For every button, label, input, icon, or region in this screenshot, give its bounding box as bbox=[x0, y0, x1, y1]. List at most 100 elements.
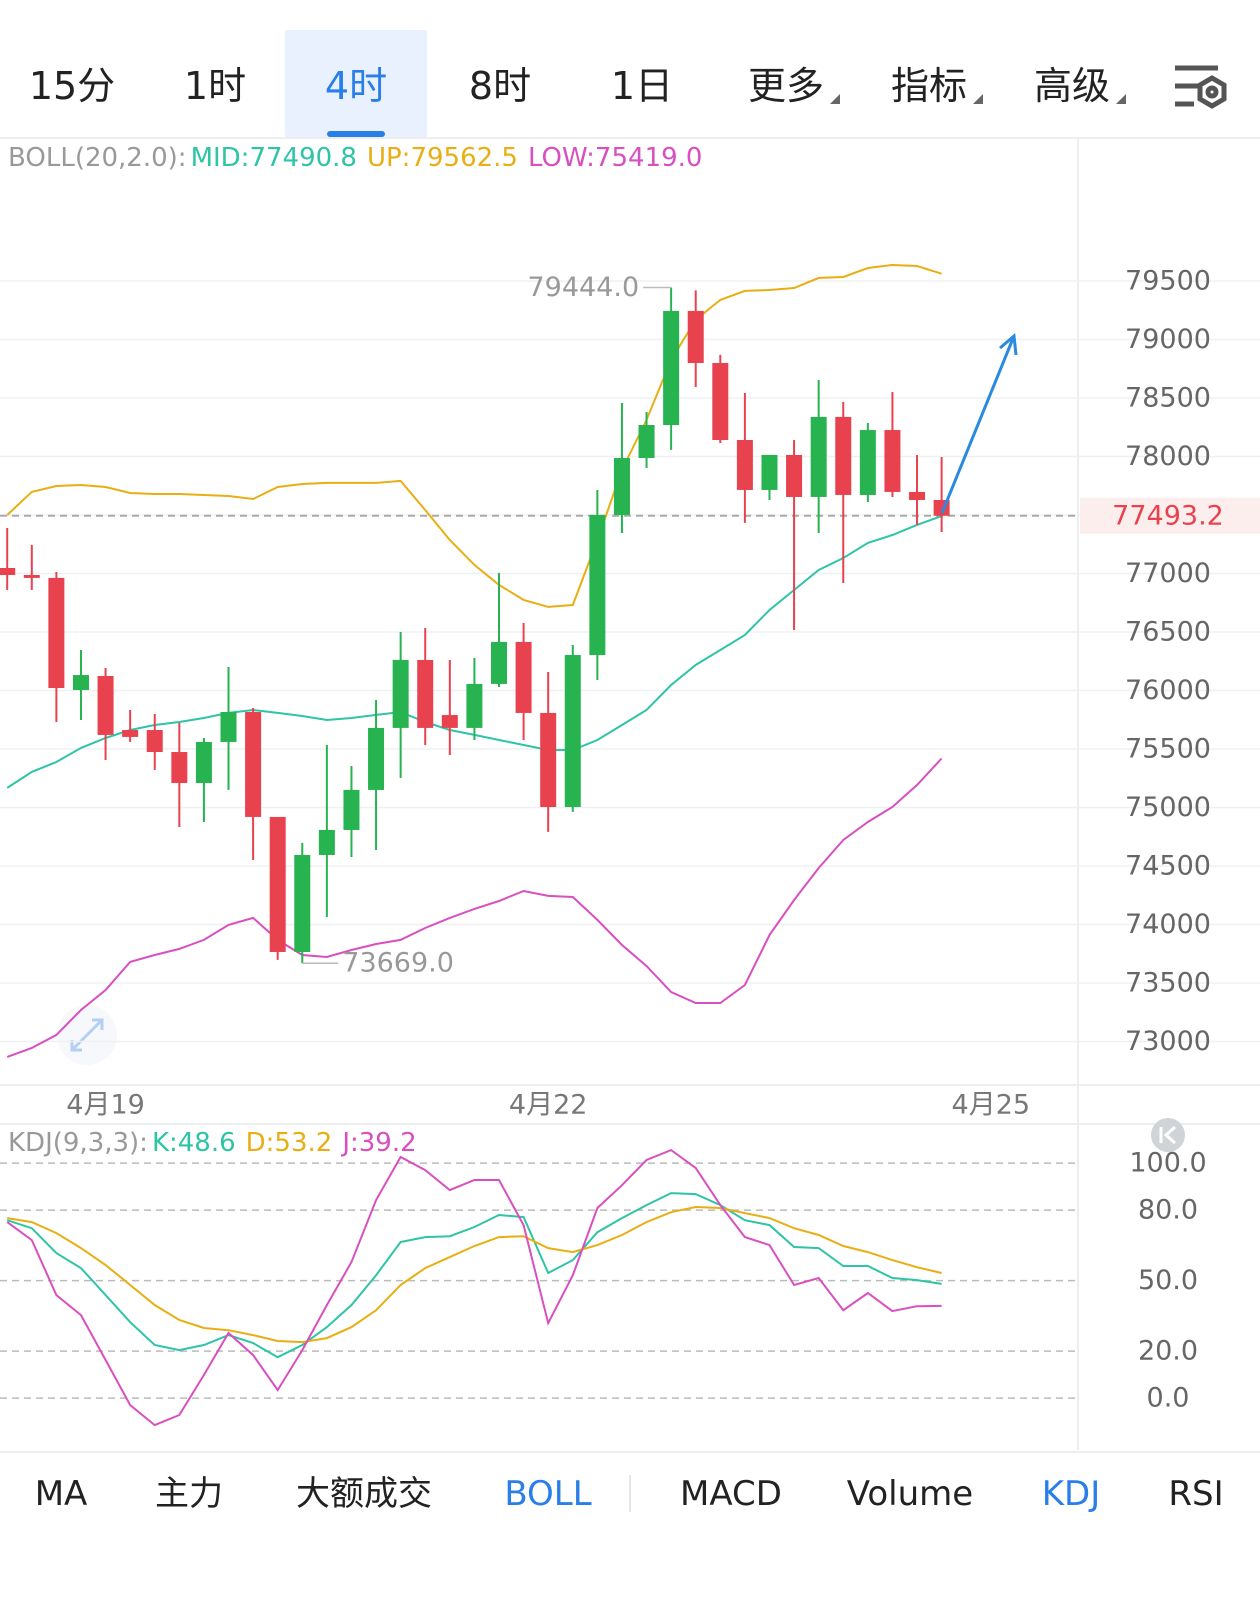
expand-icon[interactable] bbox=[57, 1005, 117, 1065]
candle-body bbox=[810, 416, 827, 497]
indicator-bar: MA 主力 大额成交 BOLL MACD Volume KDJ RSI bbox=[35, 1474, 1224, 1514]
candle-body bbox=[761, 454, 778, 490]
y-tick-label: 100.0 bbox=[1129, 1148, 1206, 1179]
candle-body bbox=[540, 712, 557, 808]
active-tab-bg bbox=[285, 30, 427, 137]
candle-body bbox=[786, 454, 803, 497]
candle-body bbox=[294, 854, 311, 952]
timeframe-tab[interactable]: 高级 bbox=[1034, 64, 1110, 108]
y-tick-label: 80.0 bbox=[1138, 1195, 1198, 1226]
timeframe-tab[interactable]: 更多 bbox=[748, 64, 824, 108]
x-tick-label: 4月22 bbox=[509, 1090, 588, 1121]
dropdown-caret bbox=[830, 94, 840, 104]
y-tick-label: 20.0 bbox=[1138, 1336, 1198, 1367]
icon-stroke bbox=[1159, 1125, 1176, 1145]
timeframe-tab[interactable]: 指标 bbox=[891, 64, 967, 108]
legend-entry: D:53.2 bbox=[246, 1128, 333, 1158]
candle-body bbox=[195, 741, 212, 784]
rewind-button[interactable] bbox=[1151, 1118, 1185, 1152]
timeframe-tab[interactable]: 15分 bbox=[29, 64, 115, 108]
last-price-bg bbox=[1080, 497, 1260, 534]
candle-body bbox=[0, 567, 16, 576]
candle-body bbox=[712, 362, 729, 440]
candle-body bbox=[736, 439, 753, 490]
indicator-tab[interactable]: KDJ bbox=[1042, 1474, 1101, 1514]
boll-line bbox=[6, 757, 943, 1058]
y-tick-label: 76500 bbox=[1125, 616, 1211, 647]
kdj-line bbox=[6, 1148, 942, 1427]
indicator-tab[interactable]: MA bbox=[35, 1474, 88, 1514]
x-tick-label: 4月25 bbox=[952, 1090, 1031, 1121]
candle-body bbox=[663, 310, 680, 426]
y-tick-label: 79000 bbox=[1125, 324, 1211, 355]
candle-body bbox=[97, 675, 114, 735]
candle-body bbox=[859, 430, 876, 495]
timeframe-tab[interactable]: 4时 bbox=[325, 64, 387, 108]
y-tick-label: 73500 bbox=[1125, 967, 1211, 998]
candle-body bbox=[171, 752, 188, 784]
legend-entry: K:48.6 bbox=[152, 1128, 236, 1158]
candle-body bbox=[417, 659, 434, 728]
indicator-tab[interactable]: RSI bbox=[1168, 1474, 1223, 1514]
arrow-head bbox=[999, 333, 1018, 356]
legend-entry: MID:77490.8 bbox=[191, 143, 357, 173]
y-tick-label: 73000 bbox=[1125, 1026, 1211, 1057]
arrow-shaft bbox=[940, 335, 1016, 514]
legend-entry: UP:79562.5 bbox=[367, 143, 518, 173]
timeframe-tab[interactable]: 1日 bbox=[611, 64, 673, 108]
y-tick-label: 75500 bbox=[1125, 733, 1211, 764]
settings-icon[interactable] bbox=[1175, 65, 1227, 109]
icon-stroke bbox=[1197, 75, 1227, 109]
y-tick-label: 78500 bbox=[1125, 382, 1211, 413]
y-tick-label: 74000 bbox=[1125, 909, 1211, 940]
candle-body bbox=[392, 659, 409, 728]
candle-body bbox=[564, 655, 581, 808]
timeframe-tab[interactable]: 1时 bbox=[184, 64, 246, 108]
kdj-line bbox=[7, 1205, 942, 1344]
candle-body bbox=[466, 683, 483, 728]
timeframe-bar: 15分 1时 4时 8时 1日 更多 指标 高级 bbox=[29, 30, 1126, 137]
indicator-tab[interactable]: MACD bbox=[680, 1474, 782, 1514]
candle-body bbox=[515, 641, 532, 713]
candle-body bbox=[343, 789, 360, 830]
candle-body bbox=[687, 310, 704, 363]
annotation-label: 79444.0 bbox=[527, 272, 639, 303]
candle-body bbox=[613, 458, 630, 515]
legend-entry: LOW:75419.0 bbox=[528, 143, 702, 173]
boll-line bbox=[6, 263, 942, 608]
kdj-line bbox=[6, 1192, 942, 1359]
indicator-name: KDJ(9,3,3): bbox=[8, 1128, 148, 1158]
annotation-label: 73669.0 bbox=[342, 948, 454, 979]
y-tick-label: 76000 bbox=[1125, 675, 1211, 706]
y-tick-label: 75000 bbox=[1125, 792, 1211, 823]
trend-arrow bbox=[940, 333, 1018, 514]
indicator-legend: KDJ(9,3,3): K:48.6 D:53.2 J:39.2 bbox=[8, 1128, 417, 1158]
dropdown-caret bbox=[1116, 94, 1126, 104]
indicator-legend: BOLL(20,2.0): MID:77490.8 UP:79562.5 LOW:75… bbox=[8, 143, 702, 173]
candle-body bbox=[884, 430, 901, 492]
icon-stroke bbox=[70, 1018, 104, 1052]
candle-body bbox=[835, 416, 852, 495]
candle-body bbox=[72, 675, 89, 691]
candle-body bbox=[146, 730, 163, 753]
candle-body bbox=[491, 641, 507, 684]
candle-body bbox=[245, 712, 262, 817]
candle-body bbox=[220, 712, 237, 742]
timeframe-tab[interactable]: 8时 bbox=[469, 64, 531, 108]
y-tick-label: 74500 bbox=[1125, 850, 1211, 881]
candle-body bbox=[48, 577, 65, 689]
candle-body bbox=[318, 829, 335, 855]
indicator-tab[interactable]: BOLL bbox=[504, 1474, 591, 1514]
indicator-tab[interactable]: 主力 bbox=[155, 1474, 223, 1514]
indicator-tab[interactable]: 大额成交 bbox=[296, 1474, 432, 1514]
candle-body bbox=[269, 816, 286, 952]
x-tick-label: 4月19 bbox=[66, 1090, 145, 1121]
candle-body bbox=[23, 575, 40, 578]
indicator-tab[interactable]: Volume bbox=[847, 1474, 973, 1514]
legend-entry: J:39.2 bbox=[340, 1128, 416, 1158]
y-tick-label: 79500 bbox=[1125, 265, 1211, 296]
candle-body bbox=[368, 727, 385, 790]
indicator-name: BOLL(20,2.0): bbox=[8, 143, 187, 173]
